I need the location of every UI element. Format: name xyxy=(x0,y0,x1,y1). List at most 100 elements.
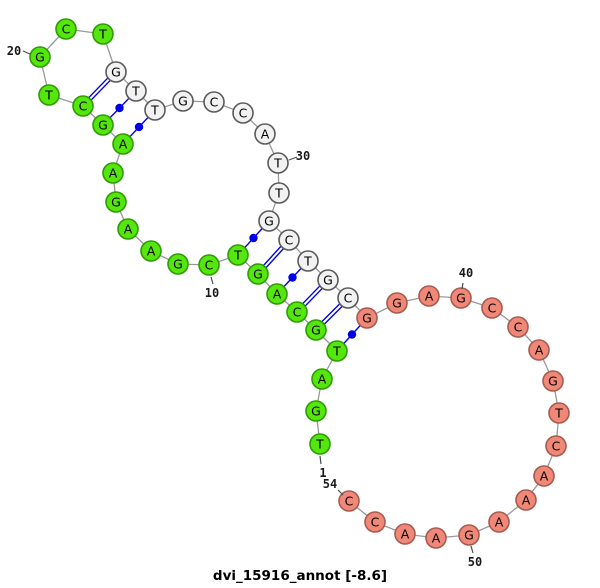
nucleotide-base-letter: T xyxy=(332,344,341,359)
nucleotide-circle xyxy=(140,240,162,262)
nucleotide-circle xyxy=(172,90,194,112)
nucleotide-circle xyxy=(125,80,147,102)
nucleotide-base-letter: G xyxy=(456,291,466,306)
nucleotide-37: G xyxy=(356,307,378,329)
position-label-tick xyxy=(470,545,474,554)
position-label: 40 xyxy=(459,266,473,280)
nucleotide-circle xyxy=(481,297,503,319)
nucleotide-circle xyxy=(311,368,333,390)
nucleotide-45: T xyxy=(548,402,570,424)
nucleotide-circle xyxy=(247,263,269,285)
nucleotide-circle xyxy=(394,523,416,545)
nucleotide-circle xyxy=(326,340,348,362)
nucleotide-base-letter: A xyxy=(540,469,549,484)
nucleotide-circle xyxy=(507,316,529,338)
nucleotide-circle xyxy=(545,435,567,457)
nucleotide-27: C xyxy=(203,91,225,113)
nucleotide-24: T xyxy=(125,80,147,102)
position-labels: 154 10 20 30 40 50 xyxy=(7,44,482,569)
nucleotide-circle xyxy=(92,114,114,136)
nucleotide-base-letter: T xyxy=(233,248,242,263)
nucleotide-31: T xyxy=(268,182,290,204)
nucleotide-43: A xyxy=(528,339,550,361)
position-label: 20 xyxy=(7,44,21,58)
nucleotide-base-letter: G xyxy=(311,404,321,419)
nucleotide-base-letter: G xyxy=(464,528,474,543)
nucleotide-base-letter: A xyxy=(109,166,118,181)
base-pair-bonds xyxy=(81,70,368,352)
nucleotide-13: A xyxy=(117,218,139,240)
nucleotide-base-letter: C xyxy=(79,99,88,114)
position-label: 30 xyxy=(296,149,310,163)
nucleotide-8: G xyxy=(247,263,269,285)
nucleotide-circle xyxy=(102,162,124,184)
nucleotide-base-letter: T xyxy=(303,254,312,269)
nucleotide-base-letter: A xyxy=(147,244,156,259)
nucleotide-51: A xyxy=(425,527,447,549)
nucleotide-circle xyxy=(38,84,60,106)
nucleotide-15: A xyxy=(102,162,124,184)
nucleotide-10: C xyxy=(198,254,220,276)
nucleotide-circle xyxy=(528,339,550,361)
nucleotide-base-letter: G xyxy=(111,195,121,210)
nucleotide-base-letter: A xyxy=(535,343,544,358)
nucleotide-base-letter: T xyxy=(150,103,159,118)
nucleotide-base-letter: A xyxy=(432,531,441,546)
nucleotide-base-letter: A xyxy=(425,289,434,304)
nucleotide-18: C xyxy=(72,95,94,117)
nucleotide-base-letter: C xyxy=(345,494,354,509)
nucleotide-base-letter: A xyxy=(124,222,133,237)
nucleotide-33: C xyxy=(278,229,300,251)
nucleotide-4: T xyxy=(326,340,348,362)
nucleotide-circle xyxy=(232,102,254,124)
nucleotide-48: A xyxy=(515,489,537,511)
nucleotide-circle xyxy=(356,307,378,329)
nucleotide-52: A xyxy=(394,523,416,545)
wobble-bond-dot-icon xyxy=(115,103,124,113)
nucleotide-19: T xyxy=(38,84,60,106)
nucleotide-circle xyxy=(203,91,225,113)
nucleotide-21: C xyxy=(55,18,77,40)
nucleotide-base-letter: C xyxy=(62,22,71,37)
nucleotide-base-letter: G xyxy=(173,257,183,272)
nucleotide-base-letter: G xyxy=(548,374,558,389)
nucleotide-3: A xyxy=(311,368,333,390)
nucleotide-6: C xyxy=(286,301,308,323)
position-label: 1 xyxy=(319,466,326,480)
nucleotide-base-letter: C xyxy=(210,95,219,110)
position-label-tick xyxy=(337,489,344,496)
nucleotide-circle xyxy=(533,465,555,487)
nucleotide-50: G xyxy=(458,524,480,546)
nucleotide-39: A xyxy=(418,285,440,307)
nucleotide-circle xyxy=(268,182,290,204)
nucleotide-base-letter: C xyxy=(488,301,497,316)
nucleotide-circle xyxy=(254,123,276,145)
nucleotide-circle xyxy=(286,301,308,323)
wobble-bond-dot-icon xyxy=(134,122,144,132)
nucleotide-circle xyxy=(297,250,319,272)
nucleotide-32: G xyxy=(258,210,280,232)
nucleotide-circle xyxy=(167,253,189,275)
nucleotide-7: A xyxy=(266,283,288,305)
nucleotide-base-letter: G xyxy=(35,50,45,65)
nucleotide-circle xyxy=(278,229,300,251)
nucleotide-11: G xyxy=(167,253,189,275)
nucleotide-circle xyxy=(198,254,220,276)
nucleotide-base-letter: G xyxy=(311,323,321,338)
nucleotide-26: G xyxy=(172,90,194,112)
position-label: 54 xyxy=(323,477,337,491)
position-label-tick xyxy=(288,156,298,161)
nucleotide-circle xyxy=(548,402,570,424)
nucleotide-circle xyxy=(112,133,134,155)
nucleotide-base-letter: C xyxy=(552,439,561,454)
nucleotide-circle xyxy=(227,244,249,266)
nucleotide-36: C xyxy=(337,287,359,309)
nucleotide-23: G xyxy=(105,61,127,83)
nucleotide-circle xyxy=(144,99,166,121)
nucleotide-circle xyxy=(418,285,440,307)
position-label-tick xyxy=(461,282,464,290)
nucleotide-34: T xyxy=(297,250,319,272)
nucleotide-circle xyxy=(450,287,472,309)
